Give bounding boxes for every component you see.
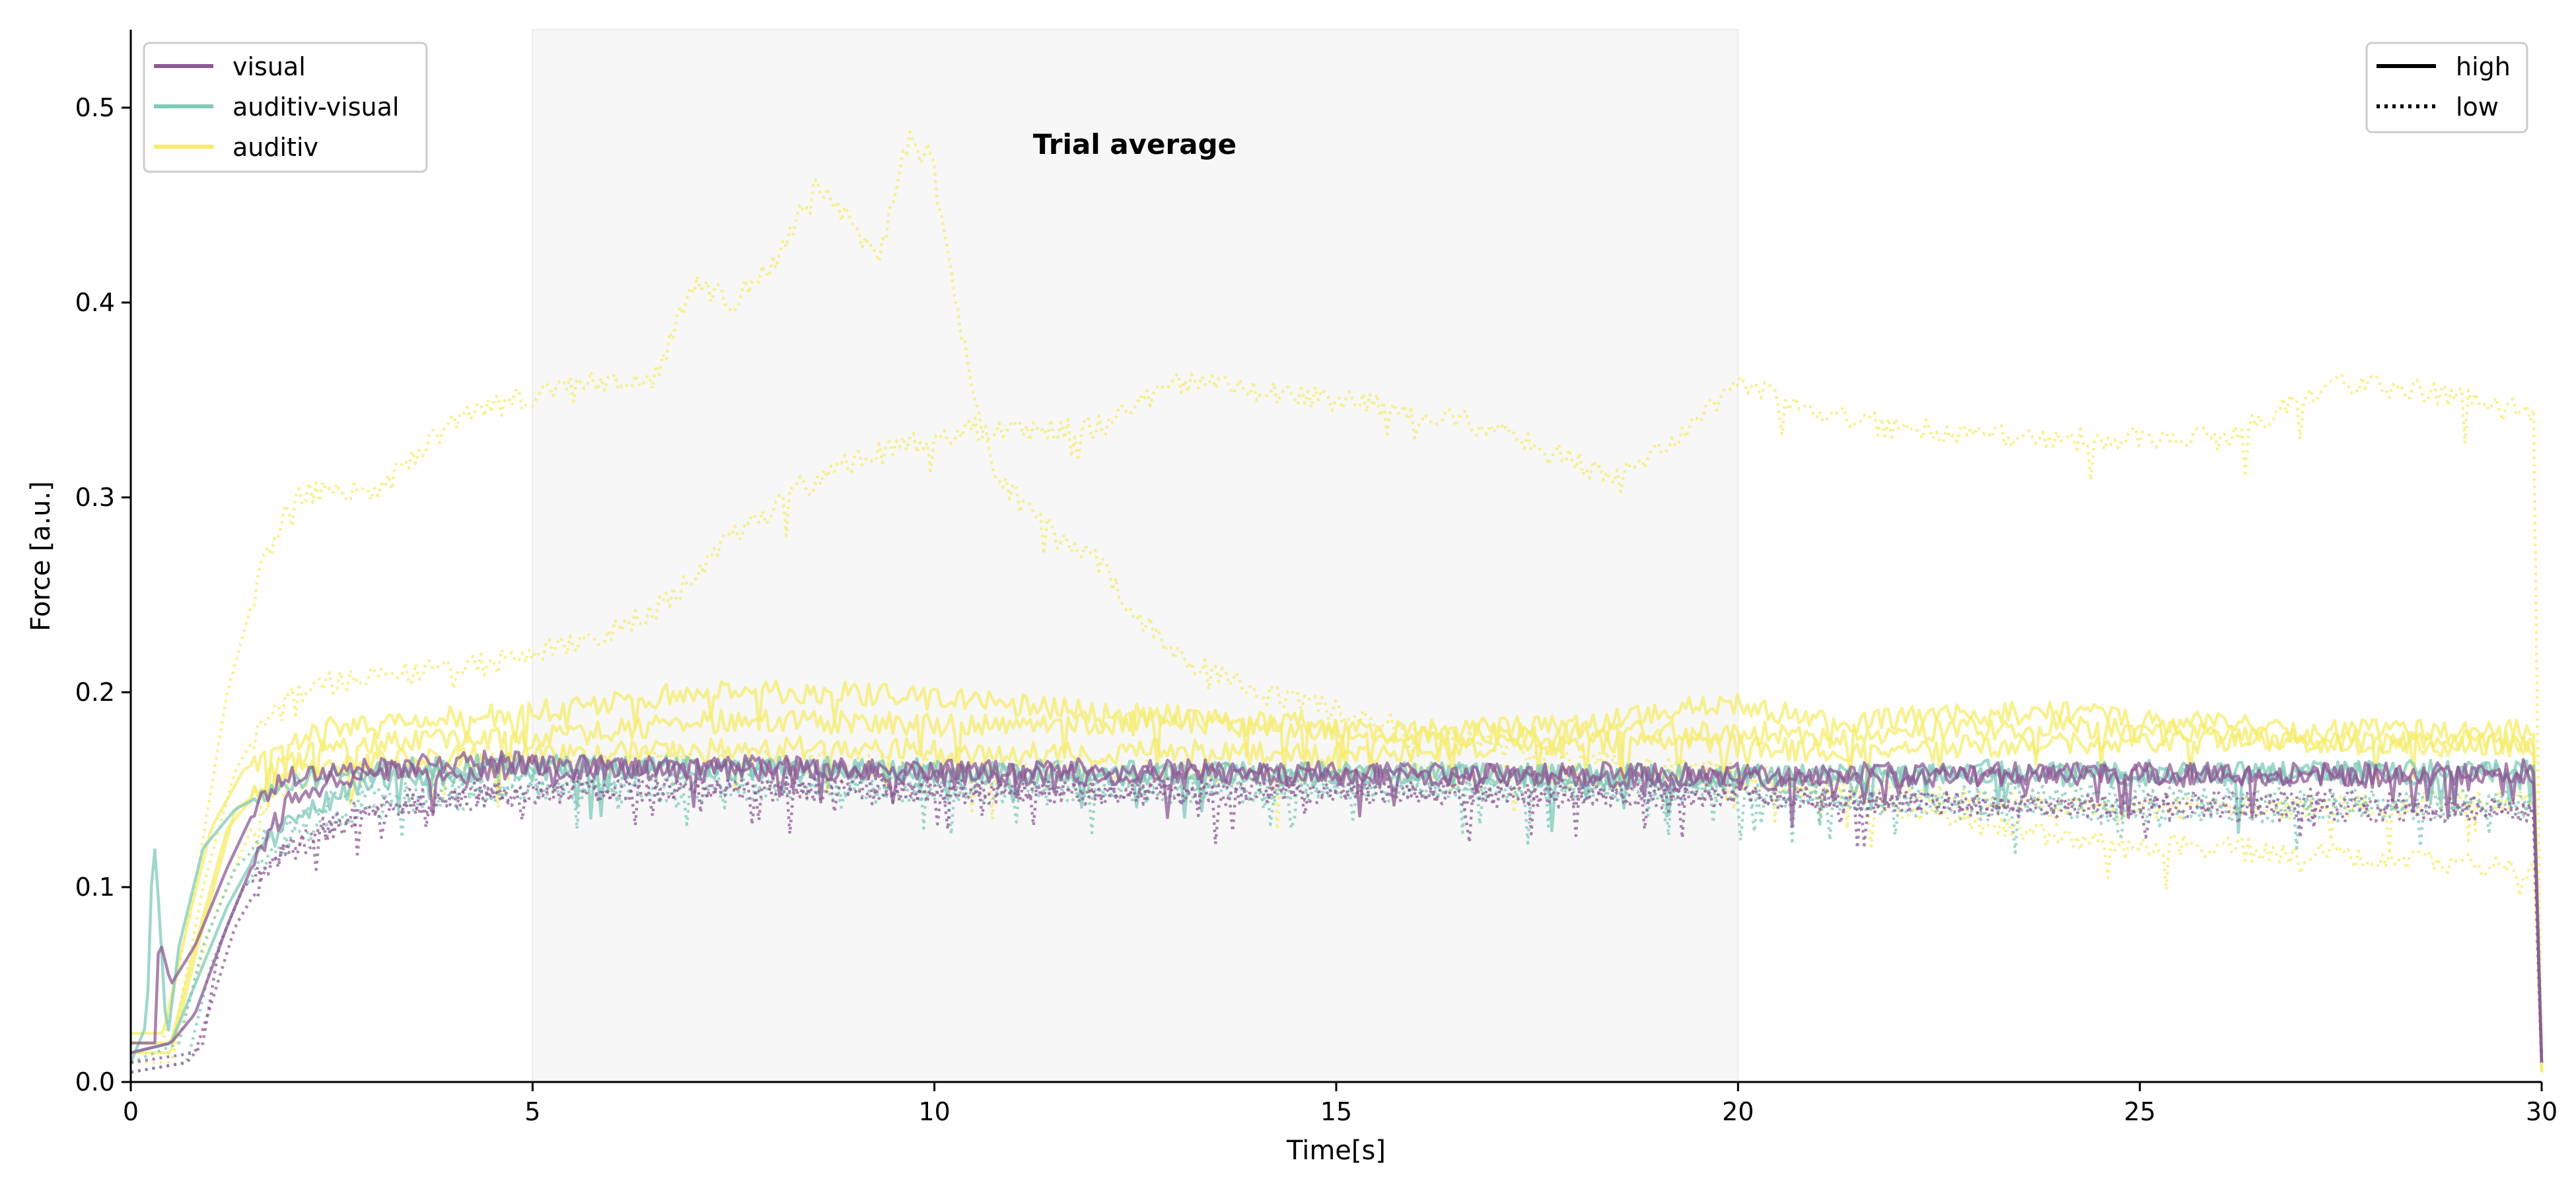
series-line-auditiv-visual-low bbox=[130, 767, 2544, 1064]
legend-conditions-box bbox=[143, 42, 428, 173]
chart-title: Trial average bbox=[1033, 128, 1236, 161]
y-tick-label: 0.1 bbox=[75, 873, 115, 902]
series-line-auditiv-low bbox=[131, 372, 2544, 1073]
x-tick-label: 30 bbox=[2526, 1097, 2558, 1126]
y-tick-label: 0.0 bbox=[75, 1067, 115, 1097]
shaded-region bbox=[532, 29, 1739, 1083]
legend-conditions: visual auditiv-visual auditiv bbox=[143, 42, 428, 173]
series-line-auditiv-low bbox=[131, 129, 2544, 1073]
x-tick-label: 15 bbox=[1320, 1097, 1352, 1126]
series-line-visual-low bbox=[130, 774, 2544, 1064]
legend-label-auditiv: auditiv bbox=[233, 133, 318, 162]
series-layer bbox=[129, 129, 2544, 1074]
legend-label-auditiv-visual: auditiv-visual bbox=[233, 92, 399, 122]
legend-styles: high low bbox=[2365, 42, 2528, 133]
y-tick-label: 0.4 bbox=[75, 288, 115, 317]
legend-label-high: high bbox=[2456, 52, 2511, 81]
series-line-visual-high bbox=[130, 754, 2544, 1063]
x-tick-label: 25 bbox=[2124, 1097, 2155, 1126]
x-axis-label: Time[s] bbox=[1286, 1135, 1386, 1166]
series-line-auditiv-visual-low bbox=[130, 776, 2544, 1074]
x-tick-label: 0 bbox=[123, 1097, 139, 1126]
x-ticks: 0 5 10 15 20 25 30 bbox=[123, 1082, 2558, 1126]
y-tick-label: 0.5 bbox=[75, 93, 115, 122]
y-tick-label: 0.3 bbox=[75, 483, 115, 512]
legend-label-visual: visual bbox=[233, 52, 306, 81]
x-tick-label: 10 bbox=[918, 1097, 950, 1126]
y-tick-label: 0.2 bbox=[75, 678, 115, 707]
series-line-auditiv-low bbox=[131, 748, 2544, 1073]
x-tick-label: 20 bbox=[1722, 1097, 1754, 1126]
y-ticks: 0.0 0.1 0.2 0.3 0.4 0.5 bbox=[75, 93, 131, 1097]
legend-label-low: low bbox=[2456, 92, 2499, 122]
x-tick-label: 5 bbox=[524, 1097, 540, 1126]
y-axis-label: Force [a.u.] bbox=[26, 481, 56, 631]
